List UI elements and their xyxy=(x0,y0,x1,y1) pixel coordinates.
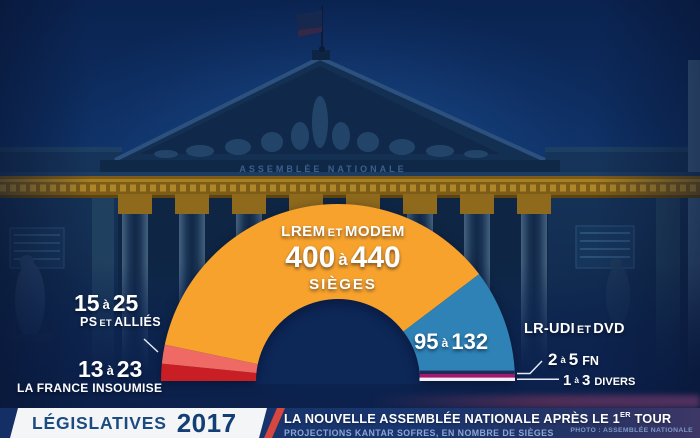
divers-party: DIVERS xyxy=(594,376,636,388)
show-title-panel: LÉGISLATIVES 2017 xyxy=(1,408,267,438)
label-lrem-unit: SIÈGES xyxy=(309,276,377,294)
label-lrem-party: LREM ET MODEM xyxy=(227,224,459,239)
headline-start: LA NOUVELLE ASSEMBLÉE NATIONALE APRÈS LE… xyxy=(284,411,620,426)
red-glow-band xyxy=(370,395,700,408)
lr-a: à xyxy=(441,336,449,350)
lr-max: 132 xyxy=(451,329,489,354)
divers-min: 1 xyxy=(563,372,572,389)
seat-segment-lrem xyxy=(164,204,480,365)
label-lr-range: 95 à 132 xyxy=(414,331,488,353)
subline: PROJECTIONS KANTAR SOFRES, EN NOMBRE DE … xyxy=(284,428,554,438)
label-lr-party: LR-UDI ET DVD xyxy=(524,322,625,337)
lrem-max: 440 xyxy=(350,241,401,275)
headline: LA NOUVELLE ASSEMBLÉE NATIONALE APRÈS LE… xyxy=(284,410,672,426)
lfi-min: 13 xyxy=(78,356,104,382)
ps-min: 15 xyxy=(74,290,100,316)
label-ps-range: 15 à 25 xyxy=(74,292,138,315)
ps-party-b: ALLIÉS xyxy=(114,315,161,329)
baseline-strip xyxy=(419,377,515,381)
headline-end: TOUR xyxy=(630,411,672,426)
show-title: LÉGISLATIVES xyxy=(32,412,167,433)
lr-party-b: DVD xyxy=(593,321,625,337)
lr-et: ET xyxy=(576,324,592,336)
label-fn: 2 à 5 FN xyxy=(548,351,599,368)
headline-block: LA NOUVELLE ASSEMBLÉE NATIONALE APRÈS LE… xyxy=(284,410,672,438)
lrem-party-a: LREM xyxy=(281,223,326,240)
fn-max: 5 xyxy=(568,350,579,369)
seat-segment-ps xyxy=(161,344,258,373)
ps-et: ET xyxy=(99,318,113,328)
lower-third-banner: LÉGISLATIVES 2017 LA NOUVELLE ASSEMBLÉE … xyxy=(0,408,700,438)
show-year: 2017 xyxy=(176,407,237,438)
seat-segment-lfi xyxy=(161,363,257,381)
headline-superscript: ER xyxy=(619,410,631,419)
seat-strip-divers xyxy=(419,374,515,378)
lr-min: 95 xyxy=(414,329,439,354)
ps-max: 25 xyxy=(112,290,139,316)
fn-a: à xyxy=(560,355,566,366)
ps-a: à xyxy=(102,297,110,312)
label-lfi-party: LA FRANCE INSOUMISE xyxy=(17,381,163,395)
lrem-et: ET xyxy=(327,227,343,239)
fn-callout-line xyxy=(517,360,543,375)
label-lrem-block: LREM ET MODEM 400 à 440 SIÈGES xyxy=(227,224,459,292)
lrem-party-b: MODEM xyxy=(344,223,405,240)
lfi-max: 23 xyxy=(116,356,143,382)
photo-credit: PHOTO : ASSEMBLÉE NATIONALE xyxy=(570,427,693,434)
seat-segment-lr xyxy=(403,274,515,379)
ps-callout-line xyxy=(143,338,159,353)
label-divers: 1 à 3 DIVERS xyxy=(563,373,635,388)
label-ps-party: PS ET ALLIÉS xyxy=(80,316,161,329)
fn-party: FN xyxy=(582,354,599,368)
hemicycle-inner-hole xyxy=(255,298,421,384)
ps-party-a: PS xyxy=(80,315,98,329)
fn-min: 2 xyxy=(548,350,558,369)
seat-strip-fn xyxy=(419,370,515,375)
lr-party-a: LR-UDI xyxy=(524,321,575,337)
label-lrem-range: 400 à 440 xyxy=(227,243,459,273)
callout-lines xyxy=(143,338,559,381)
divers-max: 3 xyxy=(582,372,591,389)
divers-a: à xyxy=(574,375,580,385)
red-slash-divider xyxy=(264,408,285,438)
lrem-min: 400 xyxy=(285,241,336,275)
label-lfi-range: 13 à 23 xyxy=(78,358,142,381)
lfi-a: à xyxy=(106,363,114,378)
seat-segments xyxy=(161,204,515,381)
lrem-a: à xyxy=(338,250,348,270)
